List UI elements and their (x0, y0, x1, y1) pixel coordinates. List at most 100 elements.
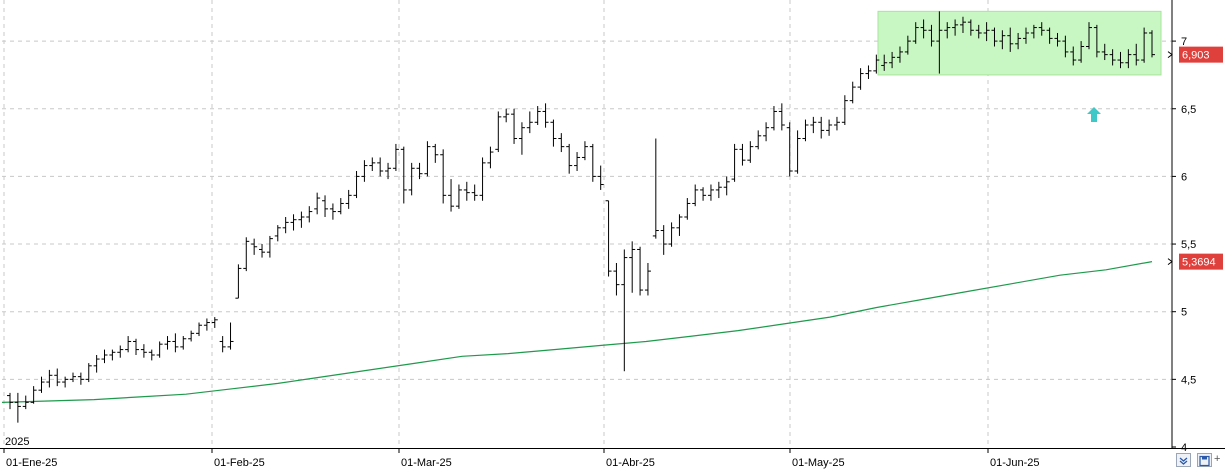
ohlc-bar (1030, 24, 1037, 39)
ohlc-bar (983, 22, 990, 42)
ohlc-bar (54, 368, 61, 387)
ma-marker (1167, 258, 1173, 266)
ohlc-bar (668, 222, 675, 247)
ohlc-bar (1125, 49, 1132, 69)
ohlc-bar (455, 184, 462, 209)
ohlc-bar (755, 130, 762, 150)
ohlc-bar (172, 333, 179, 353)
ohlc-bar (841, 95, 848, 125)
ohlc-bar (904, 35, 911, 55)
ohlc-bar (329, 203, 336, 220)
ohlc-bar (991, 27, 998, 47)
save-button[interactable] (1197, 453, 1212, 467)
ohlc-bar (896, 46, 903, 63)
ohlc-bar (652, 138, 659, 239)
ohlc-bar (881, 54, 888, 71)
ohlc-bar (613, 262, 620, 296)
ohlc-bar (542, 103, 549, 128)
ohlc-bar (597, 165, 604, 190)
ohlc-bar (70, 372, 77, 383)
ohlc-bar (637, 246, 644, 296)
ohlc-bar (251, 238, 258, 255)
more-button[interactable]: + (1214, 453, 1221, 465)
ohlc-bar (322, 195, 329, 217)
ohlc-bar (227, 322, 234, 350)
ohlc-bar (93, 354, 100, 373)
ohlc-bar (140, 344, 147, 358)
ohlc-bar (125, 336, 132, 353)
y-tick-label: 7 (1181, 36, 1187, 48)
up-arrow-icon (1087, 107, 1101, 122)
y-tick-label: 5,5 (1181, 239, 1196, 251)
ohlc-bar (589, 143, 596, 182)
ohlc-bar (290, 214, 297, 231)
ohlc-bar (30, 386, 37, 404)
ohlc-bar (707, 184, 714, 201)
ohlc-bar (424, 141, 431, 177)
ohlc-bar (975, 24, 982, 39)
x-tick-label: 01-Jun-25 (990, 457, 1040, 469)
ohlc-bar (1054, 32, 1061, 47)
ohlc-bar (660, 225, 667, 255)
moving-average-series (1, 261, 1153, 403)
ohlc-bar (1109, 49, 1116, 66)
collapse-button[interactable] (1176, 453, 1191, 467)
ohlc-bar (849, 81, 856, 104)
ohlc-bar (944, 22, 951, 39)
ohlc-bar (471, 184, 478, 201)
ohlc-bar (274, 225, 281, 242)
ohlc-bar (581, 141, 588, 161)
ohlc-bar (833, 116, 840, 131)
y-tick-label: 6 (1181, 171, 1187, 183)
ohlc-bar (377, 157, 384, 177)
ohlc-bar (794, 130, 801, 174)
up-arrow-icon (1087, 107, 1101, 122)
ohlc-bar (487, 146, 494, 169)
ohlc-bar (818, 116, 825, 139)
ohlc-bar (959, 16, 966, 33)
ohlc-bar (259, 244, 266, 258)
x-tick-label: 01-Mar-25 (401, 457, 452, 469)
ohlc-bar (723, 176, 730, 196)
ohlc-bar (117, 345, 124, 358)
ohlc-bar (566, 143, 573, 174)
year-label: 2025 (5, 436, 29, 448)
ohlc-bar (550, 119, 557, 147)
ohlc-bar (952, 19, 959, 36)
ohlc-bar (889, 51, 896, 69)
ohlc-bar (1133, 43, 1140, 66)
last-close-marker (1167, 51, 1173, 59)
ohlc-bar (148, 349, 155, 361)
ohlc-bar (865, 65, 872, 79)
ohlc-bar (786, 122, 793, 177)
ohlc-bar (448, 179, 455, 212)
chevron-down-icon (1179, 457, 1188, 465)
ohlc-bar (999, 30, 1006, 50)
ohlc-bar (62, 376, 69, 388)
ohlc-bar (243, 237, 250, 272)
y-tick-label: 6,5 (1181, 104, 1196, 116)
ohlc-bar (46, 369, 53, 388)
ohlc-bar (188, 330, 195, 342)
ohlc-bar (440, 149, 447, 204)
ohlc-bar (747, 141, 754, 163)
ohlc-bar (526, 111, 533, 134)
x-tick-label: 01-Abr-25 (606, 457, 655, 469)
ohlc-bar (715, 181, 722, 199)
ohlc-bar (203, 318, 210, 331)
ohlc-bar (109, 349, 116, 361)
ohlc-bar (306, 206, 313, 223)
ohlc-bar (298, 211, 305, 228)
ohlc-bar (211, 317, 218, 328)
ohlc-bar (282, 216, 289, 234)
ohlc-bar (1062, 35, 1069, 58)
ohlc-bar (133, 338, 140, 355)
ohlc-bar (1141, 27, 1148, 63)
ohlc-bar (1038, 22, 1045, 36)
ohlc-bar (503, 108, 510, 123)
x-axis-ticks: 01-Ene-25 01-Feb-25 01-Mar-25 01-Abr-25 01-M… (3, 448, 1040, 469)
ohlc-bar (22, 395, 29, 410)
ohlc-bar (731, 143, 738, 182)
ohlc-bar (337, 198, 344, 215)
